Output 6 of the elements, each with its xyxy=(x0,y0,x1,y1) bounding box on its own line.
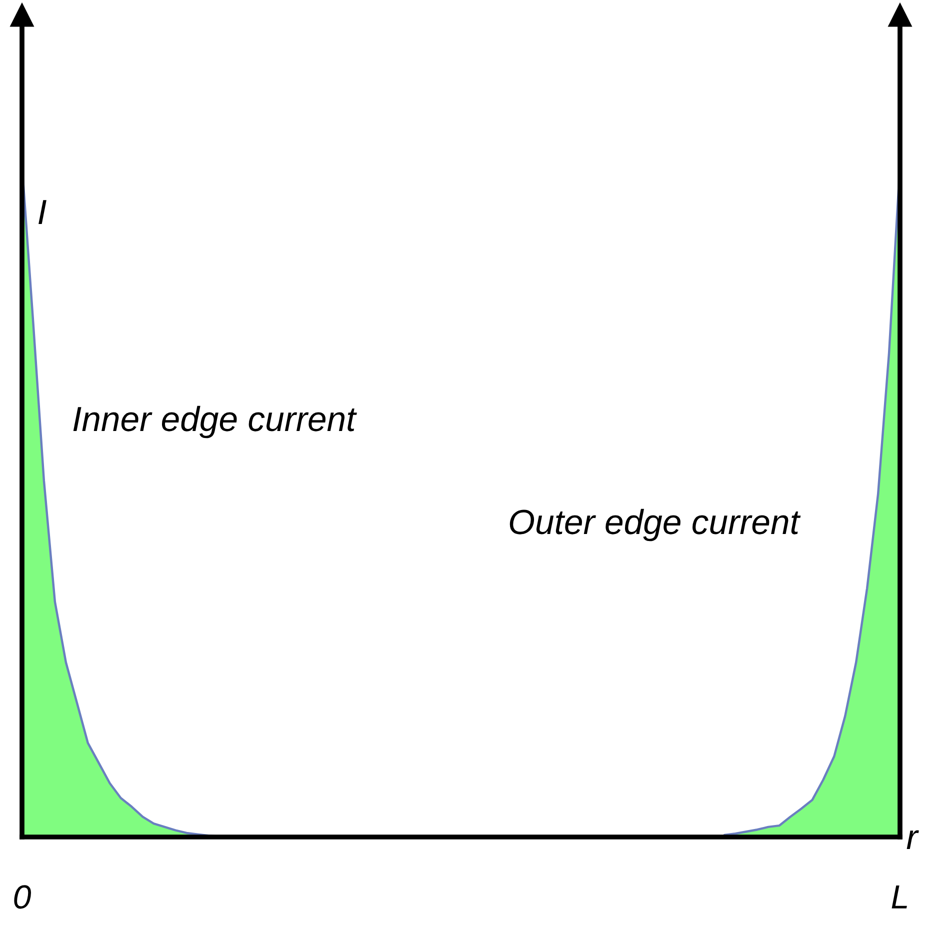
y-axis-title: I xyxy=(38,200,46,224)
text: Outer edge current xyxy=(510,508,801,542)
x-tick-label: L xyxy=(892,885,907,908)
x-axis-title: r xyxy=(906,830,919,849)
series-label: Inner edge current xyxy=(73,406,357,438)
x-tick-label: 0 xyxy=(14,885,31,909)
